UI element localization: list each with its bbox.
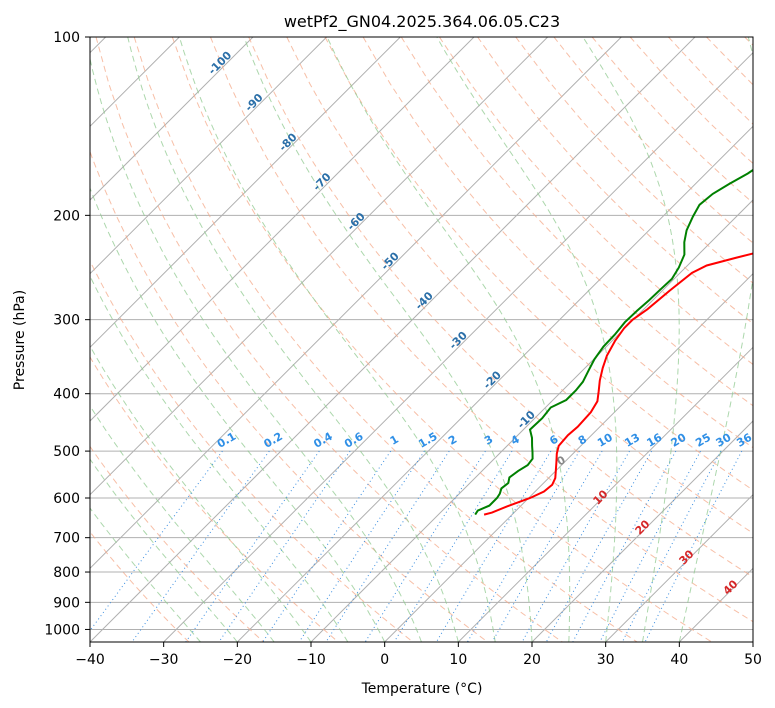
mixing-ratio-line: [572, 450, 677, 642]
moist-adiabat-line: [127, 37, 459, 642]
dry-adiabat-line: [133, 37, 638, 642]
x-tick-label: −10: [296, 652, 326, 668]
isotherm-line: [752, 641, 753, 642]
x-tick-label: 50: [744, 652, 762, 668]
isotherm-line: [457, 346, 753, 642]
mixing-ratio-line: [131, 450, 270, 642]
dry-adiabat-line: [90, 531, 190, 642]
x-tick-label: −40: [75, 652, 105, 668]
y-tick-label: 900: [53, 595, 80, 611]
x-tick-label: 0: [380, 652, 389, 668]
isotherm-line: [531, 420, 753, 642]
plot-background: [90, 37, 753, 642]
chart-title: wetPf2_GN04.2025.364.06.05.C23: [284, 12, 560, 32]
mixing-ratio-label: 36: [734, 431, 754, 450]
dry-adiabat-line: [324, 37, 753, 491]
dry-adiabat-line: [90, 150, 489, 642]
isotherm-line: [384, 272, 753, 642]
moist-adiabat-line: [90, 345, 312, 642]
dewpoint-profile-line: [474, 168, 753, 516]
dry-adiabat-line: [362, 37, 753, 449]
moist-adiabat-line: [90, 405, 275, 642]
x-tick-label: −20: [223, 652, 253, 668]
y-axis-label: Pressure (hPa): [12, 290, 28, 390]
x-tick-label: 40: [670, 652, 688, 668]
moist-adiabat-line: [90, 458, 238, 642]
x-axis: −40 −30 −20 −10 0 10 20 30 40 50: [75, 642, 762, 668]
mixing-ratio-line: [644, 450, 743, 642]
mixing-ratio-line: [364, 450, 486, 642]
dry-adiabat-line: [248, 37, 753, 578]
dry-adiabat-line: [90, 445, 265, 642]
dry-adiabat-line: [210, 37, 753, 623]
profiles: [474, 168, 753, 516]
y-tick-label: 600: [53, 491, 80, 507]
y-tick-label: 700: [53, 531, 80, 547]
mixing-ratio-line: [325, 450, 450, 642]
y-tick-label: 800: [53, 565, 80, 581]
y-tick-label: 1000: [44, 622, 80, 638]
isotherm-line: [90, 37, 622, 570]
x-tick-label: 30: [597, 652, 615, 668]
x-tick-label: 10: [449, 652, 467, 668]
y-tick-label: 500: [53, 444, 80, 460]
moist-adiabat-line: [678, 37, 753, 642]
mixing-ratio-line: [466, 450, 580, 642]
moist-adiabat-line: [178, 37, 496, 642]
isotherm-line: [90, 37, 254, 201]
isotherm-line: [163, 51, 753, 642]
y-tick-label: 400: [53, 387, 80, 403]
temperature-profile-line: [483, 252, 753, 516]
mixing-ratio-line: [298, 450, 425, 642]
moist-adiabat-line: [90, 274, 349, 642]
dry-adiabat-line: [90, 356, 340, 642]
moist-adiabat-line: [582, 37, 680, 642]
isotherm-line: [605, 493, 753, 642]
isotherm-line: [90, 37, 475, 422]
x-axis-label: Temperature (°C): [361, 681, 483, 697]
moist-adiabat-line: [90, 507, 201, 642]
moist-adiabat-line: [90, 56, 422, 642]
dry-adiabat-line: [95, 37, 564, 642]
mixing-ratio-line: [491, 450, 603, 642]
x-tick-label: 20: [523, 652, 541, 668]
isotherm-line: [236, 125, 753, 642]
background-lines: [90, 37, 753, 642]
moist-adiabat-line: [436, 37, 618, 642]
isotherm-line: [90, 37, 401, 349]
dry-adiabat-line: [286, 37, 753, 534]
y-tick-label: 100: [53, 30, 80, 46]
plot-frame: [89, 36, 754, 643]
dry-adiabat-line: [90, 259, 414, 642]
y-tick-label: 200: [53, 208, 80, 224]
moist-adiabat-line: [90, 186, 386, 642]
isotherm-line: [90, 37, 328, 275]
y-tick-label: 300: [53, 313, 80, 329]
dry-adiabat-line: [171, 37, 713, 642]
mixing-ratio-line: [262, 450, 392, 642]
moist-adiabat-line: [243, 37, 533, 642]
dry-adiabat-line: [477, 37, 753, 325]
x-tick-label: −30: [149, 652, 179, 668]
y-axis: 100 200 300 400 500 600 700 800 900 1000: [44, 30, 90, 638]
isotherm-line: [90, 37, 549, 496]
moist-adiabat-line: [326, 37, 571, 642]
